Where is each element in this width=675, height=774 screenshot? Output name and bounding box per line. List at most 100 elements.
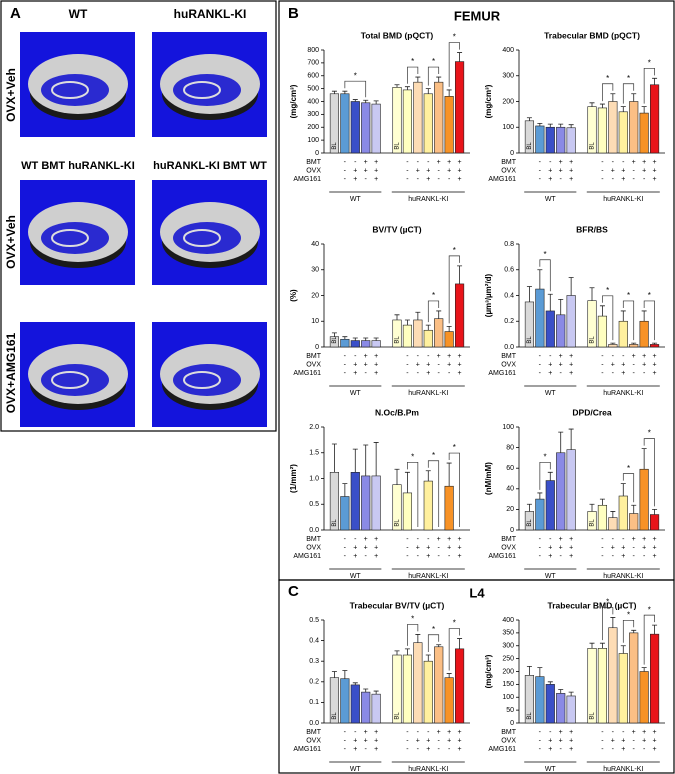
error-bar: [620, 483, 626, 497]
image-header: huRANKL-KI: [174, 7, 247, 21]
y-tick-label: 50: [506, 707, 514, 714]
group-label: WT: [545, 766, 557, 773]
bar: [649, 633, 660, 724]
treatment-sign: +: [611, 544, 615, 551]
significance-bracket: [448, 628, 460, 671]
treatment-sign: +: [569, 370, 573, 377]
treatment-sign: +: [447, 167, 451, 174]
error-bar: [558, 298, 564, 315]
error-bar: [589, 642, 595, 649]
baseline-label: BL: [590, 142, 596, 150]
y-tick-label: 500: [307, 85, 319, 92]
error-bar: [526, 286, 532, 302]
bar: [371, 693, 381, 724]
error-bar: [373, 690, 379, 695]
error-bar: [558, 431, 564, 453]
error-bar: [631, 93, 637, 102]
treatment-sign: -: [344, 737, 347, 744]
treatment-sign: -: [417, 553, 420, 560]
y-tick-label: 40: [506, 486, 514, 493]
significance-star: *: [606, 74, 609, 83]
error-bar: [404, 319, 410, 326]
treatment-sign: -: [448, 370, 451, 377]
treatment-sign: -: [406, 536, 409, 543]
error-bar: [331, 90, 337, 94]
bar: [454, 283, 465, 348]
treatment-sign: -: [601, 729, 604, 736]
treatment-sign: +: [447, 353, 451, 360]
row-label: OVX+AMG161: [4, 332, 18, 413]
bar: [402, 324, 413, 348]
y-tick-label: 100: [502, 424, 514, 431]
group-label: WT: [350, 766, 362, 773]
y-tick-label: 20: [506, 506, 514, 513]
error-bar: [446, 326, 452, 332]
error-bar: [457, 638, 463, 649]
significance-star: *: [354, 71, 357, 80]
treatment-sign: +: [548, 737, 552, 744]
treatment-sign: +: [642, 729, 646, 736]
treatment-sign: +: [611, 361, 615, 368]
trabeculae: [51, 229, 89, 247]
treatment-sign: -: [438, 361, 441, 368]
treatment-sign: +: [458, 729, 462, 736]
treatment-sign: +: [437, 536, 441, 543]
treatment-sign: +: [447, 544, 451, 551]
bar: [566, 295, 576, 348]
treatment-sign: +: [642, 353, 646, 360]
error-bar: [394, 314, 400, 320]
marrow: [41, 364, 109, 396]
treatment-name: OVX: [501, 167, 516, 174]
treatment-name: BMT: [501, 353, 517, 360]
significance-bracket: [539, 461, 551, 490]
treatment-sign: +: [642, 536, 646, 543]
treatment-sign: -: [438, 746, 441, 753]
treatment-name: AMG161: [488, 176, 516, 183]
significance-bracket: [602, 295, 614, 341]
error-bar: [331, 443, 337, 473]
error-bar: [404, 648, 410, 656]
chart-title: BFR/BS: [576, 224, 608, 234]
treatment-sign: +: [374, 176, 378, 183]
baseline-label: BL: [590, 336, 596, 344]
treatment-sign: -: [406, 544, 409, 551]
treatment-sign: +: [426, 737, 430, 744]
y-tick-label: 100: [502, 694, 514, 701]
treatment-sign: -: [601, 746, 604, 753]
significance-star: *: [648, 605, 651, 614]
error-bar: [526, 117, 532, 121]
error-bar: [589, 287, 595, 301]
bar: [350, 684, 360, 724]
treatment-sign: -: [560, 370, 563, 377]
treatment-sign: -: [601, 159, 604, 166]
error-bar: [363, 444, 369, 476]
treatment-sign: +: [426, 544, 430, 551]
treatment-sign: +: [548, 746, 552, 753]
treatment-sign: +: [364, 729, 368, 736]
panel-title: L4: [469, 585, 485, 600]
treatment-sign: -: [448, 746, 451, 753]
treatment-sign: -: [406, 176, 409, 183]
error-bar: [537, 122, 543, 126]
bar: [423, 329, 433, 348]
treatment-sign: +: [632, 159, 636, 166]
error-bar: [436, 310, 442, 319]
significance-star: *: [606, 286, 609, 295]
bar: [340, 338, 350, 348]
bar: [639, 320, 649, 348]
bar: [535, 498, 545, 531]
group-label: WT: [545, 573, 557, 580]
error-bar: [352, 99, 358, 102]
treatment-sign: +: [458, 353, 462, 360]
significance-bracket: [622, 83, 635, 104]
treatment-sign: -: [539, 729, 542, 736]
treatment-sign: +: [364, 167, 368, 174]
bar: [340, 496, 350, 531]
significance-bracket: [539, 259, 551, 292]
error-bar: [394, 468, 400, 485]
bar: [413, 319, 423, 348]
baseline-label: BL: [332, 142, 338, 150]
treatment-sign: -: [406, 353, 409, 360]
error-bar: [373, 337, 379, 341]
treatment-sign: -: [601, 176, 604, 183]
